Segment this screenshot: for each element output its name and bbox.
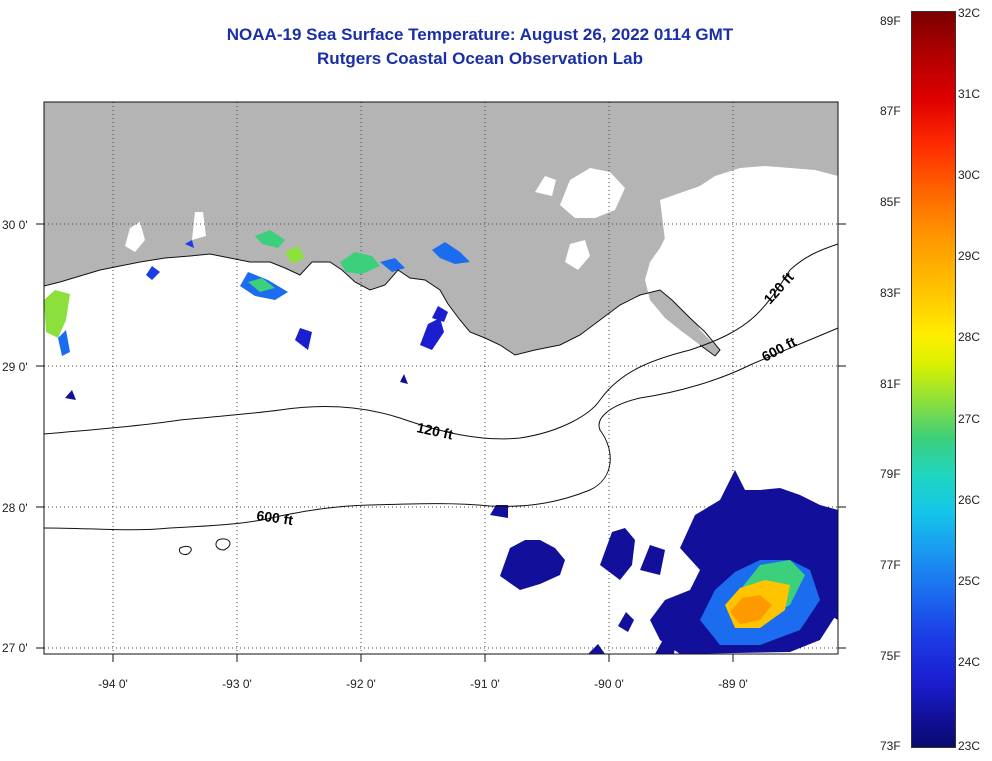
- cb-c-29: 29C: [958, 249, 981, 263]
- lat-label-28: 28 0': [2, 501, 28, 515]
- coastline: [43, 253, 721, 357]
- lon-label-89: -89 0': [718, 677, 748, 691]
- cb-c-28: 28C: [958, 330, 981, 344]
- tick-marks: [36, 223, 846, 662]
- lon-label-93: -93 0': [222, 677, 252, 691]
- lon-label-91: -91 0': [470, 677, 500, 691]
- cb-c-26: 26C: [958, 493, 981, 507]
- cb-c-32: 32C: [958, 6, 981, 20]
- lake-calcasieu: [125, 222, 145, 252]
- cb-f-75: 75F: [880, 649, 901, 663]
- contour-label-600-offshore: 600 ft: [256, 507, 295, 528]
- contour-label-600-east: 600 ft: [759, 333, 799, 364]
- sst-map: 120 ft 600 ft 120 ft 600 ft 30 0' 29 0' …: [2, 101, 846, 691]
- cb-f-77: 77F: [880, 558, 901, 572]
- map-title: NOAA-19 Sea Surface Temperature: August …: [226, 25, 734, 44]
- cb-f-85: 85F: [880, 195, 901, 209]
- cb-c-24: 24C: [958, 655, 981, 669]
- contour-120-offshore: [43, 243, 839, 440]
- cb-f-79: 79F: [880, 467, 901, 481]
- cb-f-73: 73F: [880, 739, 901, 753]
- cb-c-25: 25C: [958, 574, 981, 588]
- cb-f-87: 87F: [880, 104, 901, 118]
- lake-white: [192, 212, 206, 240]
- lake-small: [535, 176, 556, 196]
- bathymetry-contours: [43, 243, 839, 555]
- cb-c-30: 30C: [958, 168, 981, 182]
- cb-c-31: 31C: [958, 87, 981, 101]
- lon-label-92: -92 0': [346, 677, 376, 691]
- mississippi-sound: [660, 168, 838, 348]
- lon-label-90: -90 0': [594, 677, 624, 691]
- lat-label-30: 30 0': [2, 218, 28, 232]
- map-subtitle: Rutgers Coastal Ocean Observation Lab: [317, 49, 643, 68]
- lat-label-27: 27 0': [2, 641, 28, 655]
- contour-600-offshore: [43, 327, 839, 531]
- temperature-colorbar: [911, 11, 956, 748]
- lake-maurepas: [565, 240, 590, 270]
- cb-c-23: 23C: [958, 739, 981, 753]
- cb-c-27: 27C: [958, 412, 981, 426]
- land-mass: [44, 102, 838, 356]
- lat-label-29: 29 0': [2, 360, 28, 374]
- sst-patches: [44, 230, 838, 654]
- lake-pontchartrain: [560, 168, 625, 218]
- cb-f-81: 81F: [880, 377, 901, 391]
- contour-label-120-offshore: 120 ft: [415, 419, 454, 442]
- lon-label-94: -94 0': [98, 677, 128, 691]
- cb-f-83: 83F: [880, 286, 901, 300]
- map-frame: [43, 101, 839, 655]
- cb-f-89: 89F: [880, 14, 901, 28]
